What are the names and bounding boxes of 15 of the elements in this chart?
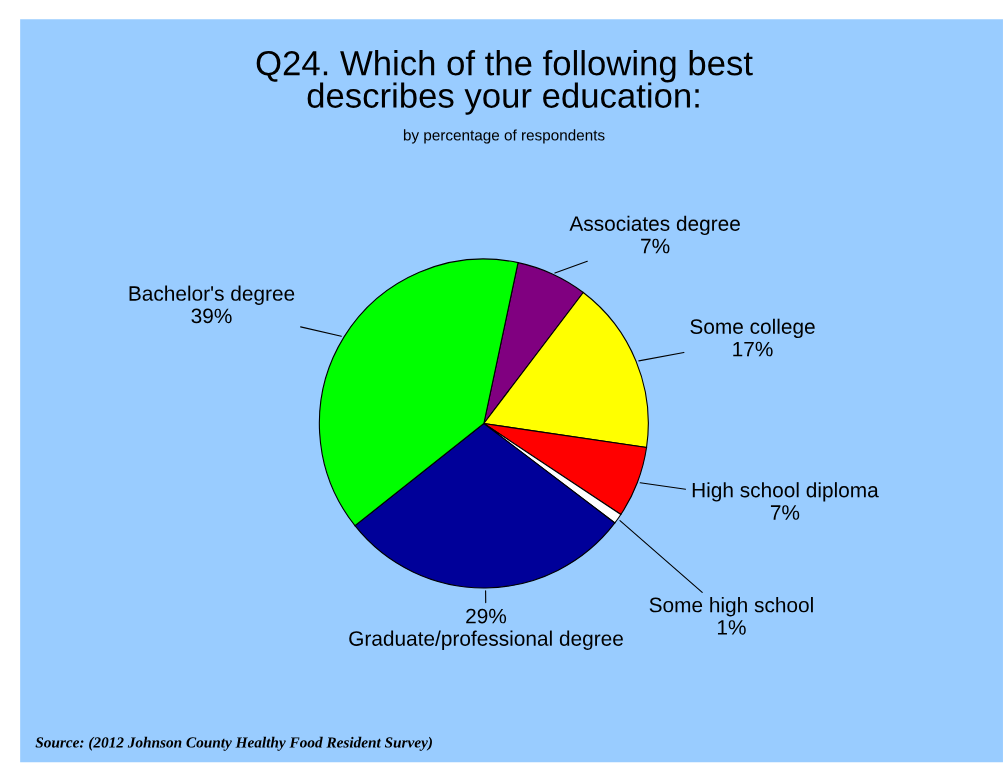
slice-label: Associates degree	[569, 215, 740, 236]
chart-title: Q24. Which of the following best describes your education:	[256, 50, 753, 115]
data-label: 17%	[733, 341, 773, 357]
data-label: 1%	[717, 620, 746, 635]
data-label: 7%	[641, 238, 670, 254]
data-label: 29%	[466, 608, 507, 624]
source-note: Source: (2012 Johnson County Healthy Food Resident Survey)	[35, 736, 432, 751]
slice-label: Graduate/professional degree	[349, 630, 623, 650]
data-label: 39%	[191, 308, 232, 324]
data-label: 7%	[770, 505, 800, 520]
chart-subtitle: by percentage of respondents	[403, 129, 605, 144]
slice-label: High school diploma	[692, 482, 879, 502]
slice-label: Some college	[690, 318, 815, 339]
slice-label: Some high school	[649, 597, 813, 617]
slice-label: Bachelor's degree	[129, 285, 295, 305]
